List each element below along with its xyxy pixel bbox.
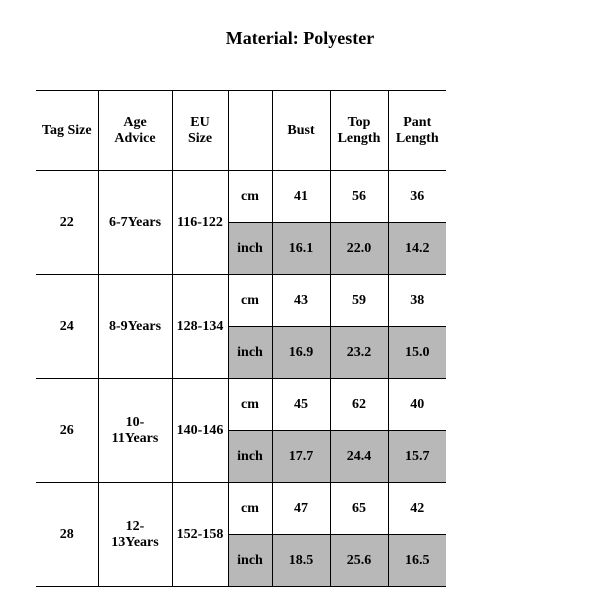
cell-unit-inch: inch: [228, 327, 272, 379]
cell-top-cm: 59: [330, 275, 388, 327]
cell-tag: 26: [36, 379, 98, 483]
cell-eu: 116-122: [172, 171, 228, 275]
cell-top-cm: 56: [330, 171, 388, 223]
cell-pant-cm: 36: [388, 171, 446, 223]
table-row: 2812-13Years152-158cm476542: [36, 483, 446, 535]
col-pant-length: Pant Length: [388, 91, 446, 171]
cell-unit-inch: inch: [228, 223, 272, 275]
cell-pant-inch: 14.2: [388, 223, 446, 275]
cell-pant-inch: 15.7: [388, 431, 446, 483]
cell-top-cm: 62: [330, 379, 388, 431]
cell-top-cm: 65: [330, 483, 388, 535]
cell-bust-cm: 41: [272, 171, 330, 223]
cell-unit-cm: cm: [228, 171, 272, 223]
cell-bust-inch: 16.1: [272, 223, 330, 275]
size-chart-table: Tag Size Age Advice EU Size Bust Top Len…: [36, 90, 446, 587]
cell-age: 12-13Years: [98, 483, 172, 587]
cell-pant-cm: 42: [388, 483, 446, 535]
cell-unit-cm: cm: [228, 483, 272, 535]
col-tag-size: Tag Size: [36, 91, 98, 171]
cell-tag: 22: [36, 171, 98, 275]
cell-bust-cm: 45: [272, 379, 330, 431]
col-bust: Bust: [272, 91, 330, 171]
cell-pant-inch: 15.0: [388, 327, 446, 379]
cell-eu: 140-146: [172, 379, 228, 483]
cell-bust-inch: 16.9: [272, 327, 330, 379]
cell-age: 10-11Years: [98, 379, 172, 483]
cell-pant-cm: 38: [388, 275, 446, 327]
cell-unit-cm: cm: [228, 275, 272, 327]
col-unit: [228, 91, 272, 171]
cell-bust-cm: 47: [272, 483, 330, 535]
col-eu-size: EU Size: [172, 91, 228, 171]
cell-bust-inch: 17.7: [272, 431, 330, 483]
table-row: 226-7Years116-122cm415636: [36, 171, 446, 223]
col-top-length: Top Length: [330, 91, 388, 171]
cell-top-inch: 22.0: [330, 223, 388, 275]
cell-pant-cm: 40: [388, 379, 446, 431]
material-title: Material: Polyester: [0, 0, 600, 69]
cell-eu: 128-134: [172, 275, 228, 379]
cell-unit-inch: inch: [228, 535, 272, 587]
cell-age: 8-9Years: [98, 275, 172, 379]
cell-top-inch: 24.4: [330, 431, 388, 483]
cell-top-inch: 25.6: [330, 535, 388, 587]
cell-age: 6-7Years: [98, 171, 172, 275]
cell-unit-cm: cm: [228, 379, 272, 431]
cell-bust-cm: 43: [272, 275, 330, 327]
table-row: 2610-11Years140-146cm456240: [36, 379, 446, 431]
cell-eu: 152-158: [172, 483, 228, 587]
cell-tag: 28: [36, 483, 98, 587]
col-age-advice: Age Advice: [98, 91, 172, 171]
header-row: Tag Size Age Advice EU Size Bust Top Len…: [36, 91, 446, 171]
cell-bust-inch: 18.5: [272, 535, 330, 587]
table-row: 248-9Years128-134cm435938: [36, 275, 446, 327]
cell-tag: 24: [36, 275, 98, 379]
cell-unit-inch: inch: [228, 431, 272, 483]
cell-top-inch: 23.2: [330, 327, 388, 379]
cell-pant-inch: 16.5: [388, 535, 446, 587]
